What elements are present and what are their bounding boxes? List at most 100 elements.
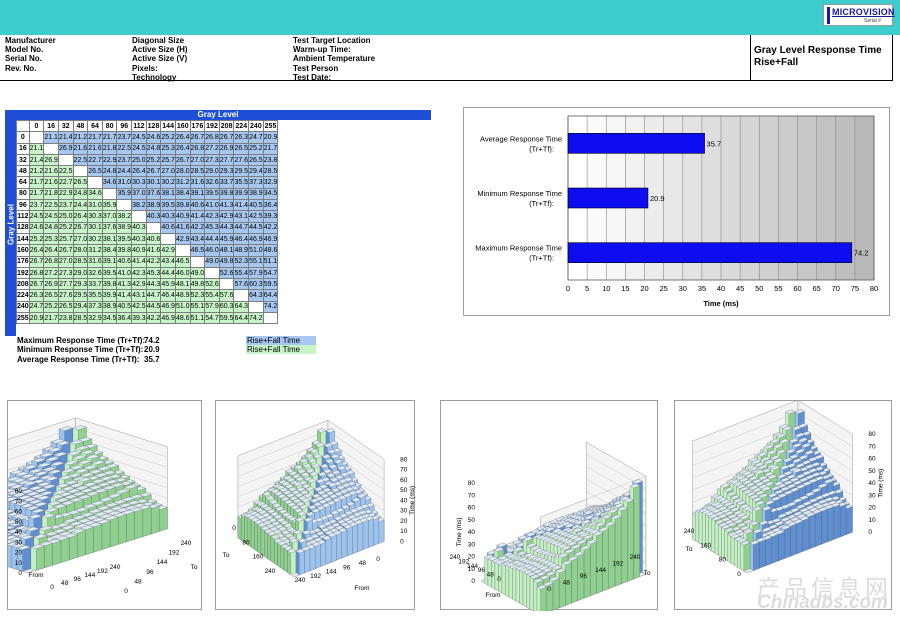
- surface-column-top: [289, 538, 299, 543]
- surface-column-top: [80, 472, 95, 477]
- matrix-cell: 42.5: [131, 300, 147, 314]
- axis-b-tick-label: 0: [124, 588, 128, 595]
- matrix-cell: 26.9: [218, 142, 235, 155]
- surface-column-top: [338, 527, 348, 533]
- surface-column-face: [30, 546, 37, 571]
- surface-column-top: [330, 487, 341, 493]
- surface-column-top: [42, 484, 57, 489]
- surface-column-top: [120, 496, 136, 502]
- surface-column-top: [329, 527, 339, 533]
- surface-column-face: [254, 521, 258, 552]
- surface-column-face: [627, 499, 634, 582]
- surface-column-top: [88, 469, 103, 474]
- surface-column-top: [36, 462, 52, 468]
- matrix-cell: 41.0: [204, 199, 220, 212]
- matrix-cell: 37.6: [145, 187, 162, 201]
- surface-column-top: [338, 513, 348, 518]
- matrix-cell: 26.8: [204, 131, 220, 144]
- surface-column-top: [263, 506, 273, 511]
- matrix-cell: 44.3: [145, 278, 162, 291]
- surface-column-top: [290, 505, 300, 510]
- surface-column-top: [75, 445, 90, 451]
- matrix-cell: 22.7: [57, 176, 74, 189]
- matrix-cell: 40.6: [189, 199, 206, 212]
- matrix-cell: 27.6: [57, 289, 74, 302]
- matrix-cell: 25.3: [160, 142, 176, 155]
- info-label: Warm-up Time:: [293, 45, 351, 55]
- matrix-row: 144 25.2 25.3 25.7 27.0 30.2 38.1 39.5 40.3 40.6 4…: [16, 232, 279, 246]
- surface-column-top: [31, 458, 46, 463]
- plot-band: [663, 116, 683, 280]
- surface-column-top: [33, 534, 48, 539]
- surface-column-top: [282, 490, 292, 495]
- surface-column-top: [323, 442, 333, 448]
- surface-column-top: [329, 477, 339, 483]
- matrix-cell: 38.9: [116, 221, 133, 234]
- surface-column-top: [323, 496, 333, 502]
- matrix-cell: 41.3: [218, 199, 235, 212]
- matrix-cell: 38.9: [101, 300, 118, 314]
- matrix-cell: 26.7: [145, 165, 162, 178]
- matrix-cell: 41.3: [116, 278, 133, 291]
- matrix-row-header: 112: [16, 210, 30, 223]
- matrix-cell: 51.1: [189, 312, 206, 325]
- surface-column-top: [325, 458, 335, 464]
- x-tick-label: 40: [717, 284, 725, 293]
- surface-column-face: [85, 526, 94, 555]
- surface-column-face: [368, 518, 374, 548]
- surface-column-top: [25, 491, 40, 496]
- surface-column-top: [586, 539, 597, 545]
- axis-b-tick-label: 240: [630, 554, 641, 561]
- surface-column-face: [501, 563, 506, 596]
- legend-swatch: Rise+Fall Time: [246, 345, 316, 355]
- surface-column-top: [309, 448, 319, 454]
- x-tick-label: 5: [585, 284, 589, 293]
- surface-column-top: [58, 475, 73, 480]
- axis-a-tick-label: 96: [74, 576, 82, 583]
- z-tick-label: 30: [468, 541, 476, 548]
- matrix-cell: 44.5: [145, 300, 162, 314]
- info-col-2: Diagonal Size Active Size (H) Active Siz…: [132, 36, 188, 82]
- matrix-col-header: 112: [131, 119, 147, 133]
- surface-column-face: [257, 524, 262, 555]
- matrix-row-header: 255: [16, 312, 30, 325]
- surface-column-top: [354, 505, 364, 511]
- surface-column-top: [311, 493, 321, 499]
- matrix-cell: 38.1: [101, 232, 118, 246]
- surface-column-top: [570, 544, 581, 550]
- matrix-cell: 48.6: [262, 244, 279, 257]
- z-grid-line: [692, 399, 853, 442]
- matrix-row-header: 80: [16, 187, 30, 201]
- matrix-cell: 64.3: [233, 300, 250, 314]
- surface-column-top: [331, 469, 341, 475]
- surface-column-top: [12, 492, 27, 498]
- surface-column-top: [91, 478, 106, 484]
- matrix-cell: 60.3: [218, 300, 235, 314]
- matrix-cell: 22.5: [57, 165, 74, 178]
- surface-column-top: [573, 551, 585, 557]
- matrix-col-header: 255: [262, 119, 279, 133]
- matrix-cell: 44.3: [218, 221, 235, 234]
- surface-column-top: [262, 491, 272, 496]
- plot-band: [759, 116, 779, 280]
- surface-column-top: [47, 469, 62, 474]
- matrix-cell: 34.5: [262, 187, 279, 201]
- surface-column-top: [337, 495, 347, 500]
- legend-swatch: Rise+Fall Time: [246, 336, 316, 345]
- surface-column-top: [548, 563, 559, 568]
- surface-column-top: [338, 478, 348, 484]
- surface-column-face: [260, 527, 265, 557]
- surface-column-top: [82, 520, 97, 526]
- z-tick-label: 40: [468, 529, 476, 536]
- surface-column-face: [346, 526, 353, 557]
- surface-column-top: [323, 468, 333, 474]
- matrix-cell: 44.4: [204, 232, 220, 246]
- surface-column-top: [260, 525, 270, 531]
- surface-column-top: [558, 553, 569, 558]
- matrix-cell: 39.5: [116, 232, 133, 246]
- matrix-cell: 22.7: [87, 153, 103, 167]
- matrix-cell: 31.2: [174, 176, 191, 189]
- matrix-cell: 40.6: [145, 232, 162, 246]
- matrix-cell: 46.9: [160, 300, 176, 314]
